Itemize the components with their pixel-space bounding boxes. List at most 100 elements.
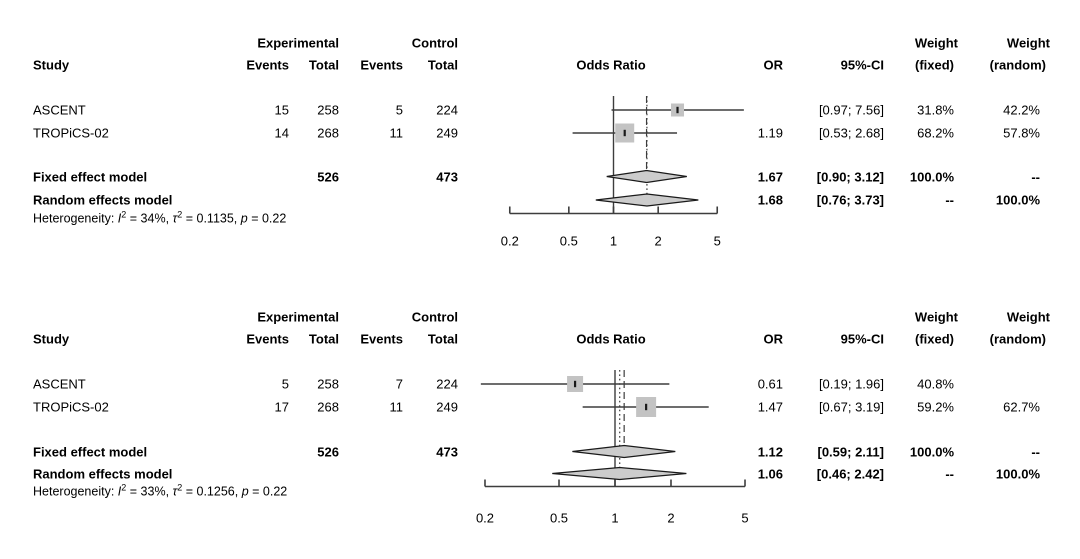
weight-fixed-value: --	[945, 192, 954, 208]
x-axis-tick-label: 1	[611, 510, 619, 526]
events-ctl: 5	[395, 102, 403, 118]
col-header-experimental: Experimental	[257, 309, 339, 325]
col-header-experimental: Experimental	[257, 35, 339, 51]
study-name: ASCENT	[33, 376, 86, 392]
study-name: TROPiCS-02	[33, 125, 109, 141]
events-exp: 5	[281, 376, 289, 392]
ci-value: [0.53; 2.68]	[818, 125, 884, 141]
x-axis-tick-label: 2	[667, 510, 675, 526]
total-ctl: 224	[436, 376, 458, 392]
col-header-ci: 95%-CI	[840, 57, 884, 73]
x-axis-tick-label: 0.2	[500, 233, 519, 249]
summary-diamond	[572, 444, 676, 459]
or-value: 1.47	[757, 399, 783, 415]
total-exp: 268	[317, 399, 339, 415]
col-header-fixed: (fixed)	[915, 331, 954, 347]
weight-random-value: --	[1031, 444, 1040, 459]
weight-square-marker	[615, 123, 635, 143]
point-estimate-marker	[676, 106, 679, 114]
col-header-random: (random)	[989, 57, 1046, 73]
events-exp: 14	[274, 125, 289, 141]
study-name: ASCENT	[33, 102, 86, 118]
col-header-total-ctl: Total	[427, 57, 458, 73]
model-name: Random effects model	[33, 192, 173, 208]
point-estimate-marker	[573, 380, 577, 388]
or-value: 1.19	[757, 125, 783, 141]
x-axis-tick-label: 1	[609, 233, 618, 249]
model-name: Fixed effect model	[33, 169, 148, 184]
col-header-study: Study	[33, 57, 70, 73]
col-header-random: (random)	[989, 331, 1046, 347]
total-ctl: 473	[436, 444, 458, 459]
total-exp: 258	[317, 102, 339, 118]
ci-value: [0.90; 3.12]	[816, 169, 884, 184]
x-axis-tick-label: 2	[654, 233, 662, 249]
model-name: Fixed effect model	[33, 444, 148, 459]
total-ctl: 224	[436, 102, 458, 118]
events-ctl: 7	[395, 376, 403, 392]
total-exp: 258	[317, 376, 339, 392]
events-ctl: 11	[389, 125, 404, 141]
or-value: 0.61	[757, 376, 783, 392]
col-header-events-ctl: Events	[360, 57, 403, 73]
col-header-events-exp: Events	[246, 331, 289, 347]
col-header-events-exp: Events	[246, 57, 289, 73]
events-exp: 17	[274, 399, 289, 415]
ci-value: [0.59; 2.11]	[817, 444, 885, 459]
summary-diamond	[595, 193, 699, 207]
x-axis-tick-label: 5	[741, 510, 749, 526]
total-ctl: 249	[436, 125, 458, 141]
ci-value: [0.67; 3.19]	[818, 399, 884, 415]
weight-fixed-value: 100.0%	[909, 444, 954, 459]
col-header-effect: Odds Ratio	[576, 331, 646, 347]
weight-square-marker	[636, 397, 657, 417]
point-estimate-marker	[645, 403, 648, 411]
weight-fixed-value: 59.2%	[917, 399, 954, 415]
weight-random-value: --	[1031, 169, 1040, 184]
col-header-control: Control	[411, 309, 458, 325]
total-exp: 268	[317, 125, 339, 141]
x-axis-tick-label: 0.5	[549, 510, 569, 526]
col-header-ci: 95%-CI	[840, 331, 884, 347]
col-header-weight-fixed: Weight	[914, 35, 958, 51]
col-header-total-exp: Total	[308, 57, 339, 73]
ci-value: [0.19; 1.96]	[818, 376, 884, 392]
col-header-study: Study	[33, 331, 70, 347]
col-header-events-ctl: Events	[360, 331, 403, 347]
total-ctl: 249	[436, 399, 458, 415]
weight-fixed-value: 40.8%	[917, 376, 954, 392]
summary-diamond	[606, 169, 687, 184]
col-header-control: Control	[411, 35, 458, 51]
col-header-total-exp: Total	[308, 331, 339, 347]
weight-random-value: 62.7%	[1003, 399, 1040, 415]
col-header-weight-fixed: Weight	[914, 309, 958, 325]
ci-value: [0.76; 3.73]	[816, 192, 884, 208]
weight-fixed-value: 31.8%	[917, 102, 954, 118]
weight-fixed-value: 100.0%	[909, 169, 954, 184]
ci-value: [0.46; 2.42]	[816, 466, 884, 481]
weight-square-marker	[671, 103, 685, 117]
weight-random-value: 100.0%	[995, 192, 1040, 208]
total-exp: 526	[317, 444, 339, 459]
study-name: TROPiCS-02	[33, 399, 109, 415]
weight-square-marker	[567, 376, 584, 392]
summary-diamond	[552, 466, 687, 481]
or-value: 1.67	[757, 169, 783, 184]
col-header-effect: Odds Ratio	[576, 57, 646, 73]
or-value: 1.06	[757, 466, 783, 481]
weight-fixed-value: 68.2%	[917, 125, 954, 141]
events-exp: 15	[274, 102, 289, 118]
events-ctl: 11	[389, 399, 404, 415]
col-header-or: OR	[763, 57, 784, 73]
weight-fixed-value: --	[945, 466, 954, 481]
col-header-weight-random: Weight	[1006, 309, 1050, 325]
total-ctl: 473	[436, 169, 458, 184]
or-value: 1.68	[757, 192, 783, 208]
heterogeneity-text: Heterogeneity: I2 = 33%, τ2 = 0.1256, p …	[33, 482, 288, 499]
x-axis-tick-label: 0.5	[559, 233, 578, 249]
col-header-fixed: (fixed)	[915, 57, 954, 73]
col-header-weight-random: Weight	[1006, 35, 1050, 51]
x-axis-tick-label: 0.2	[475, 510, 495, 526]
total-exp: 526	[317, 169, 339, 184]
weight-random-value: 57.8%	[1003, 125, 1040, 141]
